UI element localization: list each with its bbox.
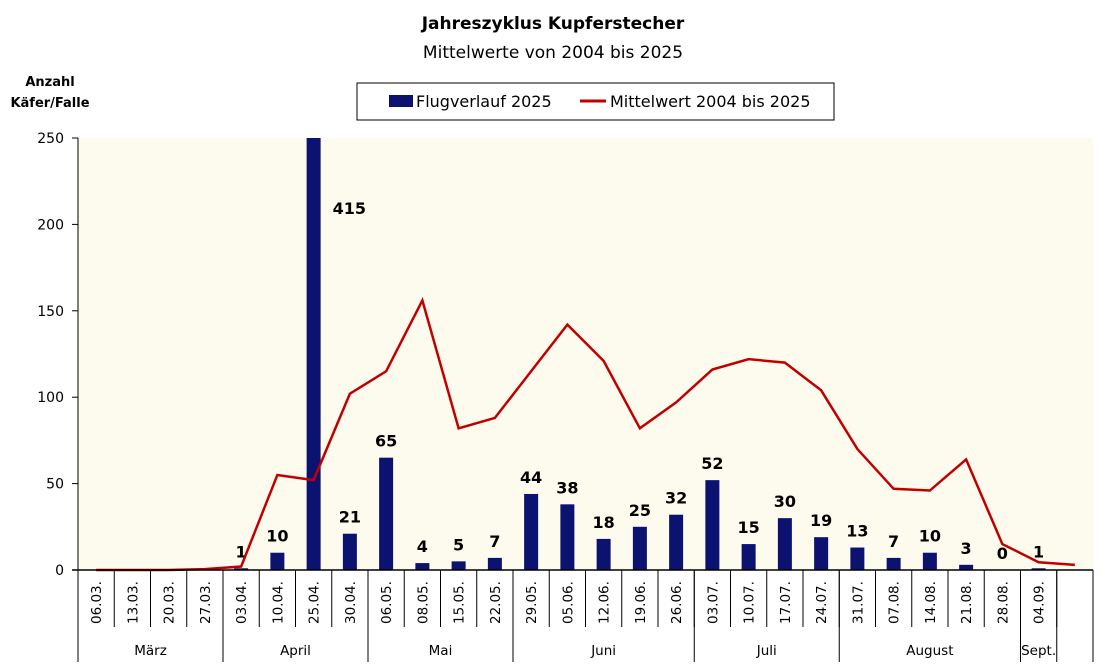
bar-data-label: 25 bbox=[629, 501, 651, 520]
x-tick-label: 26.06. bbox=[669, 581, 685, 624]
x-tick-label: 29.05. bbox=[524, 581, 540, 624]
x-tick-label: 30.04. bbox=[343, 581, 359, 624]
bar-data-label: 19 bbox=[810, 511, 832, 530]
bar-data-label: 1 bbox=[1033, 542, 1044, 561]
bar bbox=[705, 480, 720, 570]
bar-data-label: 32 bbox=[665, 489, 687, 508]
y-tick-label: 200 bbox=[37, 217, 64, 233]
bar bbox=[850, 547, 865, 570]
bar-data-label: 3 bbox=[961, 539, 972, 558]
x-tick-label: 24.07. bbox=[814, 581, 830, 624]
x-tick-label: 28.08. bbox=[995, 581, 1011, 624]
bar-data-label: 30 bbox=[774, 492, 796, 511]
y-tick-label: 50 bbox=[46, 477, 64, 493]
bar bbox=[451, 561, 466, 570]
bar bbox=[270, 552, 285, 570]
bar bbox=[487, 557, 502, 570]
bar bbox=[306, 138, 321, 570]
plot-area bbox=[78, 138, 1093, 570]
bar bbox=[342, 533, 357, 570]
mean-line bbox=[96, 297, 1075, 572]
bar-data-label: 1 bbox=[236, 542, 247, 561]
x-tick-label: 06.05. bbox=[379, 581, 395, 624]
bar bbox=[632, 526, 647, 570]
month-label: Sept. bbox=[1021, 643, 1056, 659]
bar-data-label: 18 bbox=[592, 513, 614, 532]
bar-data-label: 44 bbox=[520, 468, 542, 487]
y-tick-label: 0 bbox=[55, 563, 64, 579]
bar-data-label: 21 bbox=[339, 508, 361, 527]
x-tick-label: 27.03. bbox=[198, 581, 214, 624]
bar bbox=[560, 504, 575, 570]
bar-data-label: 38 bbox=[556, 478, 578, 497]
bar-data-label: 5 bbox=[453, 535, 464, 554]
bar bbox=[777, 518, 792, 570]
bar-data-label: 13 bbox=[846, 522, 868, 541]
y-tick-label: 250 bbox=[37, 131, 64, 147]
month-label: Juli bbox=[756, 643, 777, 659]
x-tick-label: 22.05. bbox=[488, 581, 504, 624]
bar-data-label: 7 bbox=[888, 532, 899, 551]
x-tick-label: 06.03. bbox=[89, 581, 105, 624]
bar bbox=[1031, 568, 1046, 570]
bar bbox=[415, 563, 430, 570]
legend: Flugverlauf 2025 Mittelwert 2004 bis 202… bbox=[356, 82, 835, 121]
bar bbox=[669, 514, 684, 570]
bar bbox=[922, 552, 937, 570]
x-tick-label: 08.05. bbox=[415, 581, 431, 624]
bar bbox=[741, 544, 756, 570]
y-axis-label-line2: Käfer/Falle bbox=[10, 96, 89, 111]
x-tick-label: 12.06. bbox=[597, 581, 613, 624]
bar bbox=[524, 493, 539, 570]
bar bbox=[886, 557, 901, 570]
x-tick-label: 03.04. bbox=[234, 581, 250, 624]
month-label: April bbox=[280, 643, 311, 659]
x-tick-label: 07.08. bbox=[887, 581, 903, 624]
bar-data-label: 65 bbox=[375, 432, 397, 451]
bar-data-label: 10 bbox=[919, 527, 941, 546]
bar bbox=[234, 568, 249, 570]
x-tick-label: 13.03. bbox=[125, 581, 141, 624]
bar bbox=[379, 457, 394, 570]
x-tick-label: 05.06. bbox=[560, 581, 576, 624]
bar-data-label: 10 bbox=[266, 527, 288, 546]
month-label: März bbox=[134, 643, 167, 659]
chart-title: Jahreszyklus Kupferstecher bbox=[421, 14, 685, 34]
x-tick-label: 31.07. bbox=[850, 581, 866, 624]
legend-bar-swatch bbox=[389, 95, 413, 107]
y-tick-label: 150 bbox=[37, 304, 64, 320]
x-tick-label: 17.07. bbox=[778, 581, 794, 624]
y-axis-label-line1: Anzahl bbox=[25, 75, 74, 90]
bar bbox=[814, 537, 829, 570]
x-tick-label: 21.08. bbox=[959, 581, 975, 624]
bar bbox=[959, 564, 974, 570]
bar-data-label: 52 bbox=[701, 454, 723, 473]
x-tick-label: 14.08. bbox=[923, 581, 939, 624]
month-label: Juni bbox=[590, 643, 616, 659]
x-tick-label: 10.07. bbox=[742, 581, 758, 624]
x-tick-label: 04.09. bbox=[1032, 581, 1048, 624]
x-tick-label: 10.04. bbox=[270, 581, 286, 624]
legend-line-label: Mittelwert 2004 bis 2025 bbox=[610, 92, 811, 111]
x-tick-label: 03.07. bbox=[705, 581, 721, 624]
month-label: August bbox=[906, 643, 953, 659]
y-tick-label: 100 bbox=[37, 390, 64, 406]
bar-data-label: 7 bbox=[489, 532, 500, 551]
x-tick-label: 20.03. bbox=[162, 581, 178, 624]
bar-data-label: 15 bbox=[737, 518, 759, 537]
legend-bar-label: Flugverlauf 2025 bbox=[416, 92, 552, 111]
x-tick-label: 15.05. bbox=[452, 581, 468, 624]
x-tick-label: 19.06. bbox=[633, 581, 649, 624]
month-label: Mai bbox=[429, 643, 453, 659]
bar-data-label: 415 bbox=[333, 199, 366, 218]
chart-subtitle: Mittelwerte von 2004 bis 2025 bbox=[423, 43, 683, 63]
bar-data-label: 0 bbox=[997, 544, 1008, 563]
bar-data-label: 4 bbox=[417, 537, 428, 556]
bar bbox=[596, 538, 611, 570]
x-tick-label: 25.04. bbox=[307, 581, 323, 624]
